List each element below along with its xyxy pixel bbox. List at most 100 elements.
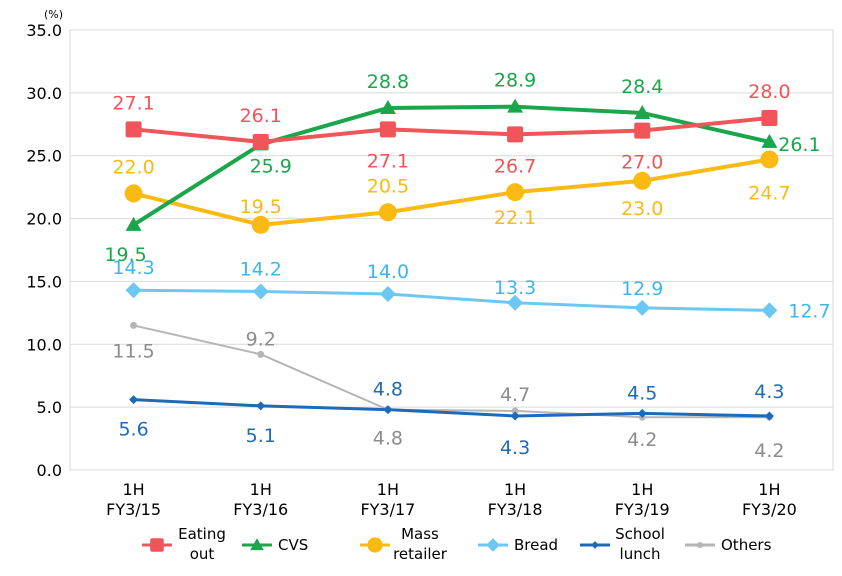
legend-swatch-marker xyxy=(250,538,264,551)
x-tick-label-line: 1H xyxy=(504,480,526,499)
data-label-school-lunch: 4.3 xyxy=(500,437,530,459)
data-point-eating-out xyxy=(507,126,524,143)
data-label-others: 9.2 xyxy=(246,328,276,350)
data-point-others xyxy=(130,321,138,329)
data-point-school-lunch xyxy=(764,411,774,421)
x-tick-label-line: 1H xyxy=(250,480,272,499)
data-point-bread xyxy=(507,294,524,311)
data-label-school-lunch: 4.3 xyxy=(754,381,784,403)
data-label-cvs: 19.5 xyxy=(104,244,146,266)
axes: 0.05.010.015.020.025.030.035.01HFY3/151H… xyxy=(26,21,834,519)
data-point-others xyxy=(257,350,265,358)
data-point-eating-out xyxy=(252,133,269,150)
data-label-bread: 14.2 xyxy=(240,258,282,280)
data-label-bread: 14.0 xyxy=(367,261,409,283)
data-label-school-lunch: 4.5 xyxy=(627,382,657,404)
data-point-mass-retailer xyxy=(760,150,779,169)
x-tick-label-line: 1H xyxy=(377,480,399,499)
data-point-mass-retailer xyxy=(378,203,397,222)
y-tick-label: 30.0 xyxy=(26,84,62,103)
data-point-eating-out xyxy=(125,121,142,138)
data-label-eating-out: 28.0 xyxy=(748,81,790,103)
legend-swatch-marker xyxy=(697,542,703,548)
legend-swatch-marker xyxy=(591,541,599,549)
data-label-others: 4.7 xyxy=(500,384,530,406)
series-line-bread xyxy=(133,288,770,312)
data-label-mass-retailer: 23.0 xyxy=(621,198,663,220)
legend-label-line: School xyxy=(615,525,665,543)
data-point-bread xyxy=(634,299,651,316)
data-point-cvs xyxy=(634,104,651,119)
data-label-school-lunch: 4.8 xyxy=(373,379,403,401)
legend-swatch-marker xyxy=(150,538,164,552)
data-point-eating-out xyxy=(379,121,396,138)
data-point-bread xyxy=(379,286,396,302)
y-axis-unit-label: (%) xyxy=(44,8,63,21)
legend-item-bread: Bread xyxy=(478,536,558,554)
data-point-eating-out xyxy=(634,122,651,139)
x-tick-label-line: 1H xyxy=(758,480,780,499)
plot-border xyxy=(69,29,834,471)
legend-swatch-marker xyxy=(486,538,500,552)
data-point-bread xyxy=(252,283,269,300)
data-point-mass-retailer xyxy=(251,215,270,234)
series-line-cvs xyxy=(132,104,770,227)
series-line-mass-retailer xyxy=(133,157,770,227)
legend-swatch-marker xyxy=(367,537,383,553)
data-label-eating-out: 26.1 xyxy=(240,105,282,127)
data-point-school-lunch xyxy=(256,401,266,411)
data-label-mass-retailer: 24.7 xyxy=(748,182,790,204)
y-tick-label: 25.0 xyxy=(26,147,62,166)
x-tick-label-line: 1H xyxy=(122,480,144,499)
data-point-school-lunch xyxy=(129,395,139,405)
y-tick-label: 15.0 xyxy=(26,272,62,291)
data-point-school-lunch xyxy=(383,405,393,415)
legend-label: Others xyxy=(721,536,772,554)
data-point-bread xyxy=(761,302,778,319)
data-label-mass-retailer: 22.0 xyxy=(112,156,154,178)
series-line-eating-out xyxy=(133,116,770,144)
data-label-eating-out: 26.7 xyxy=(494,155,536,177)
data-label-eating-out: 27.1 xyxy=(367,150,409,172)
y-tick-label: 10.0 xyxy=(26,335,62,354)
data-label-bread: 14.3 xyxy=(112,257,154,279)
legend-item-school-lunch: School lunch xyxy=(580,525,665,563)
data-point-others xyxy=(511,407,519,415)
data-point-bread xyxy=(125,282,142,299)
series-line-school-lunch xyxy=(133,398,770,418)
x-tick-label-line: FY3/15 xyxy=(106,500,161,519)
data-point-eating-out xyxy=(761,110,778,126)
data-label-school-lunch: 5.1 xyxy=(246,425,276,447)
data-label-cvs: 25.9 xyxy=(250,155,292,177)
y-tick-label: 35.0 xyxy=(26,21,62,40)
data-point-mass-retailer xyxy=(633,171,652,190)
legend-label-line: retailer xyxy=(393,545,448,563)
x-tick-label-line: FY3/17 xyxy=(360,500,415,519)
data-label-cvs: 26.1 xyxy=(778,134,820,156)
y-tick-label: 5.0 xyxy=(37,398,62,417)
series-line-others xyxy=(133,324,770,419)
data-label-others: 4.2 xyxy=(754,440,784,462)
legend-item-mass-retailer: Mass retailer xyxy=(360,525,448,563)
x-tick-label-line: 1H xyxy=(631,480,653,499)
data-label-bread: 13.3 xyxy=(494,277,536,299)
data-label-mass-retailer: 20.5 xyxy=(367,175,409,197)
x-tick-label-line: FY3/18 xyxy=(488,500,543,519)
legend-label-line: Eating xyxy=(178,525,226,543)
legend-label-line: lunch xyxy=(620,545,661,563)
legend-label-line: out xyxy=(190,545,215,563)
x-tick-label-line: FY3/19 xyxy=(615,500,670,519)
data-label-cvs: 28.8 xyxy=(367,71,409,93)
data-labels: 27.1 26.1 27.1 26.7 27.0 28.0 19.5 25.9 28.8 28.9… xyxy=(104,70,830,463)
legend-label: CVS xyxy=(278,536,308,554)
legend-label-line: Mass xyxy=(401,525,439,543)
x-tick-label-line: FY3/16 xyxy=(233,500,288,519)
data-point-cvs xyxy=(379,99,396,114)
y-tick-label: 20.0 xyxy=(26,210,62,229)
data-label-school-lunch: 5.6 xyxy=(118,419,148,441)
